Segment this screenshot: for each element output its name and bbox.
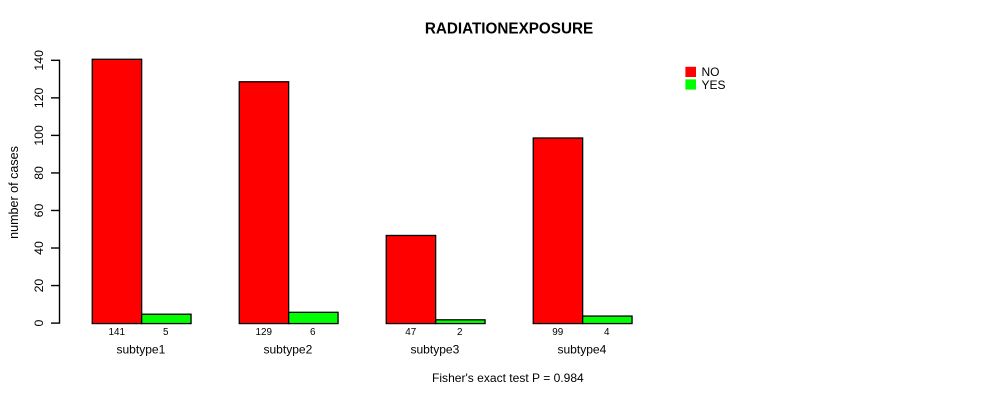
svg-text:YES: YES: [702, 78, 726, 92]
svg-text:99: 99: [552, 327, 563, 338]
svg-text:subtype2: subtype2: [263, 343, 312, 357]
svg-text:129: 129: [256, 327, 273, 338]
svg-text:subtype4: subtype4: [557, 343, 606, 357]
svg-text:0: 0: [32, 320, 46, 327]
svg-text:47: 47: [405, 327, 416, 338]
svg-text:60: 60: [32, 203, 46, 217]
svg-text:subtype1: subtype1: [116, 343, 165, 357]
svg-text:20: 20: [32, 279, 46, 293]
svg-text:5: 5: [163, 327, 169, 338]
svg-text:100: 100: [32, 125, 46, 146]
svg-text:NO: NO: [702, 65, 720, 79]
svg-text:subtype3: subtype3: [410, 343, 459, 357]
svg-text:140: 140: [32, 50, 46, 71]
svg-text:80: 80: [32, 166, 46, 180]
svg-text:RADIATIONEXPOSURE: RADIATIONEXPOSURE: [425, 21, 593, 38]
svg-text:6: 6: [310, 327, 316, 338]
svg-text:141: 141: [109, 327, 126, 338]
svg-text:4: 4: [604, 327, 610, 338]
svg-text:120: 120: [32, 87, 46, 108]
svg-text:2: 2: [457, 327, 463, 338]
svg-text:number of cases: number of cases: [7, 146, 21, 239]
svg-text:Fisher's exact test P = 0.984: Fisher's exact test P = 0.984: [432, 371, 584, 385]
svg-text:40: 40: [32, 241, 46, 255]
